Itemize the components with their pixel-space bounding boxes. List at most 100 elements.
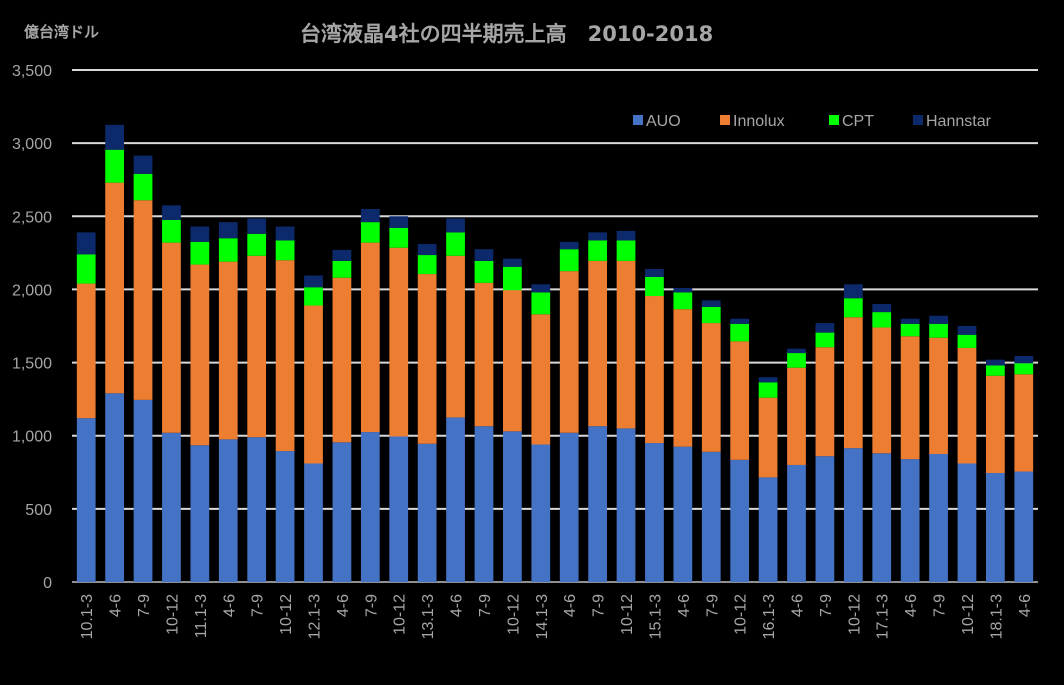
bar-cpt	[730, 323, 750, 342]
bar-auo	[190, 445, 210, 582]
y-tick-label: 500	[25, 502, 52, 519]
bar-cpt	[162, 219, 181, 243]
bar-cpt	[105, 149, 124, 183]
bar-hannstar	[900, 318, 920, 324]
y-axis-unit-label: 億台湾ドル	[24, 23, 100, 41]
bar-innolux	[787, 367, 806, 465]
x-tick-label: 10.1-3	[79, 594, 96, 639]
y-axis-ticks: 0 500 1,000 1,500 2,000 2,500 3,000 3,500	[12, 63, 52, 592]
bar-innolux	[218, 261, 238, 440]
bar-innolux	[446, 255, 465, 418]
bar-cpt	[218, 238, 238, 262]
legend: AUO Innolux CPT Hannstar	[633, 113, 992, 130]
bar-auo	[531, 444, 551, 582]
bar-cpt	[815, 332, 835, 348]
legend-swatch-innolux	[720, 115, 730, 125]
bar-cpt	[588, 240, 607, 261]
bar-cpt	[872, 312, 892, 328]
legend-swatch-cpt	[829, 115, 839, 125]
y-tick-label: 3,000	[12, 136, 52, 153]
bar-auo	[957, 463, 977, 582]
legend-swatch-hannstar	[913, 115, 923, 125]
bar-cpt	[360, 222, 380, 243]
bar-innolux	[133, 200, 153, 400]
bar-auo	[616, 428, 636, 582]
bar-hannstar	[701, 300, 721, 307]
bar-innolux	[162, 242, 181, 433]
bar-auo	[218, 439, 238, 582]
bar-hannstar	[730, 318, 750, 324]
bar-hannstar	[389, 216, 409, 228]
x-tick-label: 16.1-3	[761, 594, 778, 639]
bar-cpt	[446, 232, 465, 256]
bar-auo	[900, 459, 920, 582]
bar-auo	[417, 443, 437, 582]
x-tick-label: 10-12	[278, 594, 295, 635]
bar-auo	[133, 399, 153, 582]
x-tick-label: 14.1-3	[534, 594, 551, 639]
bar-innolux	[900, 336, 920, 460]
x-tick-label: 17.1-3	[875, 594, 892, 639]
bar-hannstar	[275, 226, 295, 241]
bar-cpt	[1014, 363, 1034, 375]
bar-innolux	[673, 309, 693, 447]
bar-innolux	[275, 260, 295, 452]
bar-hannstar	[360, 208, 380, 223]
x-tick-label: 15.1-3	[647, 594, 664, 639]
bar-hannstar	[76, 232, 96, 255]
bar-hannstar	[247, 218, 267, 234]
bar-hannstar	[105, 124, 124, 150]
bar-auo	[360, 432, 380, 582]
y-tick-label: 2,000	[12, 282, 52, 299]
x-tick-label: 7-9	[591, 594, 608, 617]
x-tick-label: 4-6	[108, 594, 125, 617]
bar-cpt	[559, 249, 579, 272]
bar-innolux	[986, 375, 1005, 474]
bar-hannstar	[957, 326, 977, 335]
bar-auo	[389, 436, 409, 582]
bar-innolux	[730, 341, 750, 460]
bar-auo	[76, 418, 96, 582]
bar-hannstar	[616, 230, 636, 241]
legend-swatch-auo	[633, 115, 643, 125]
bar-hannstar	[559, 241, 579, 250]
bar-hannstar	[588, 232, 607, 241]
x-tick-label: 4-6	[676, 594, 693, 617]
x-tick-label: 10-12	[960, 594, 977, 635]
bar-hannstar	[446, 218, 465, 233]
x-tick-label: 7-9	[477, 594, 494, 617]
bar-cpt	[673, 292, 693, 310]
bar-auo	[588, 426, 607, 582]
gridlines	[72, 69, 1038, 583]
x-tick-label: 11.1-3	[193, 594, 210, 638]
bar-cpt	[332, 260, 352, 278]
bar-auo	[474, 426, 494, 582]
bar-cpt	[645, 276, 664, 297]
chart-title: 台湾液晶4社の四半期売上高 2010-2018	[300, 22, 714, 46]
x-tick-label: 7-9	[818, 594, 835, 617]
bar-auo	[815, 456, 835, 582]
bar-auo	[1014, 471, 1034, 582]
bar-hannstar	[843, 284, 863, 299]
bar-auo	[758, 477, 778, 582]
bar-innolux	[957, 347, 977, 464]
bar-hannstar	[673, 287, 693, 293]
bar-hannstar	[417, 244, 437, 256]
x-tick-label: 4-6	[221, 594, 238, 617]
x-tick-label: 7-9	[704, 594, 721, 617]
bar-hannstar	[531, 284, 551, 293]
bar-auo	[730, 459, 750, 582]
x-tick-label: 12.1-3	[307, 594, 324, 639]
bars	[76, 124, 1034, 582]
x-tick-label: 10-12	[505, 594, 522, 635]
bar-innolux	[474, 282, 494, 427]
bar-cpt	[503, 266, 522, 291]
y-tick-label: 0	[43, 575, 52, 592]
bar-innolux	[701, 323, 721, 452]
legend-label-cpt: CPT	[842, 113, 874, 130]
bar-hannstar	[162, 205, 181, 220]
bar-cpt	[531, 292, 551, 315]
bar-cpt	[304, 287, 323, 306]
bar-cpt	[417, 255, 437, 275]
bar-innolux	[588, 260, 607, 427]
